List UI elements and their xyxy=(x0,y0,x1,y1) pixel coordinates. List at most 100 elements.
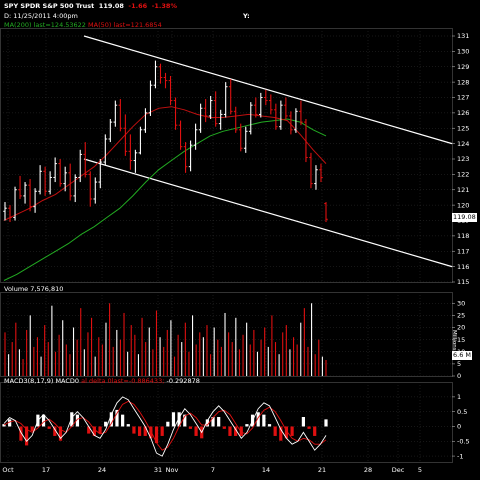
ma50-value: last=121.6854 xyxy=(113,21,162,29)
macd-histogram-bar xyxy=(98,426,102,434)
macd-histogram-bar xyxy=(2,424,6,427)
macd-histogram-bar xyxy=(8,419,12,427)
macd-histogram-bar xyxy=(115,409,119,427)
macd-histogram-bar xyxy=(126,424,130,427)
macd-histogram-bar xyxy=(92,426,96,436)
volume-tick-label: 20 xyxy=(457,324,465,332)
x-axis-label: 5 xyxy=(418,466,422,474)
macd-histogram-bar xyxy=(87,426,91,434)
macd-signal-line xyxy=(3,400,327,451)
ma-fast-line xyxy=(3,106,327,221)
price-tick-label: 122 xyxy=(457,171,469,179)
macd-histogram-bar xyxy=(19,426,23,441)
header-symbol: SPY SPDR S&P 500 Trust xyxy=(4,2,95,10)
macd-histogram-bar xyxy=(324,419,328,427)
macd-histogram-bar xyxy=(109,412,113,427)
macd-histogram-bar xyxy=(205,419,209,427)
header-date: D: 11/25/2011 4:00pm xyxy=(4,12,78,20)
macd-histogram-bar xyxy=(290,426,294,436)
macd-histogram-bar xyxy=(132,426,136,434)
price-tick-label: 123 xyxy=(457,155,469,163)
panel-border xyxy=(0,28,453,283)
price-tick-label: 130 xyxy=(457,48,469,56)
header-change: -1.66 xyxy=(128,2,148,10)
ma50-label: MA(50) xyxy=(88,21,112,29)
volume-title: Volume xyxy=(4,285,29,293)
price-tick-label: 124 xyxy=(457,140,469,148)
macd-histogram-bar xyxy=(228,426,232,436)
x-axis-label: Oct xyxy=(2,466,14,474)
header-title: SPY SPDR S&P 500 Trust 119.08 -1.66 -1.3… xyxy=(4,3,177,10)
macd-histogram-bar xyxy=(154,426,159,444)
macd-tick-label: -0.5 xyxy=(457,437,470,445)
price-tick-label: 118 xyxy=(457,232,469,240)
macd-histogram-bar xyxy=(177,412,181,427)
macd-histogram-bar xyxy=(313,426,317,436)
volume-value: 7,576,810 xyxy=(30,285,64,293)
macd-histogram-bar xyxy=(104,421,108,427)
ma-slow-line xyxy=(3,118,327,281)
macd0-label: MACD0 xyxy=(55,377,80,385)
macd-histogram-bar xyxy=(183,414,187,427)
price-tick-label: 127 xyxy=(457,94,469,102)
price-tick-label: 126 xyxy=(457,109,469,117)
price-tick-label: 121 xyxy=(457,186,469,194)
macd-histogram-bar xyxy=(217,417,221,427)
panel-border xyxy=(0,292,453,377)
macd-histogram-bar xyxy=(211,417,215,427)
x-axis-label: 17 xyxy=(42,466,50,474)
x-axis-label: 14 xyxy=(262,466,270,474)
macd-histogram-bar xyxy=(160,426,164,436)
header-last: 119.08 xyxy=(98,2,124,10)
macd-histogram-bar xyxy=(284,426,289,439)
macd-histogram-bar xyxy=(75,414,80,427)
price-tick-label: 117 xyxy=(457,247,469,255)
macd-histogram-bar xyxy=(239,426,243,436)
price-tick-label: 120 xyxy=(457,201,469,209)
macd-histogram-bar xyxy=(234,426,238,436)
price-tick-label: 116 xyxy=(457,263,469,271)
volume-tick-label: 5 xyxy=(457,360,461,368)
ma-value: last=124.53622 xyxy=(33,21,86,29)
trendline-upper xyxy=(83,35,453,145)
x-axis-label: 31 xyxy=(154,466,162,474)
macd-histogram-bar xyxy=(137,426,142,436)
macd-histogram-bar xyxy=(30,426,34,432)
macd-histogram-bar xyxy=(171,412,176,427)
macd-histogram-bar xyxy=(47,426,51,429)
macd-histogram-bar xyxy=(301,417,306,427)
volume-unit-label: Millions xyxy=(451,330,457,351)
macd-histogram-bar xyxy=(245,424,249,427)
price-tick-label: 129 xyxy=(457,63,469,71)
macd-histogram-bar xyxy=(41,414,46,427)
macd-tick-label: 0.5 xyxy=(457,408,467,416)
volume-tick-label: 15 xyxy=(457,336,465,344)
volume-tick-label: 0 xyxy=(457,372,461,380)
macd-tick-label: 1 xyxy=(457,393,461,401)
macd-delta-label: al delta 0last=-0.886433; xyxy=(81,377,165,385)
volume-tick-label: 30 xyxy=(457,299,465,307)
x-axis-label: 7 xyxy=(211,466,215,474)
x-axis-label: 28 xyxy=(364,466,372,474)
macd-histogram-bar xyxy=(149,426,153,439)
header-marker: Y: xyxy=(243,12,250,20)
macd-histogram-bar xyxy=(53,426,57,436)
macd-histogram-bar xyxy=(279,426,283,441)
x-axis-label: 24 xyxy=(98,466,106,474)
panel-border xyxy=(0,382,453,463)
macd-histogram-bar xyxy=(262,414,266,427)
macd-histogram-bar xyxy=(194,426,198,436)
macd-histogram-bar xyxy=(58,426,63,441)
trendline-lower xyxy=(83,158,453,268)
macd-histogram-bar xyxy=(121,414,125,427)
macd-label: MACD3(8,17,9) MACD0 al delta 0last=-0.88… xyxy=(4,378,200,385)
x-axis-label: 21 xyxy=(318,466,326,474)
macd-histogram-bar xyxy=(307,426,311,429)
header-change-pct: -1.38% xyxy=(151,2,177,10)
macd-histogram-bar xyxy=(256,412,260,427)
x-axis-label: Nov xyxy=(166,466,179,474)
price-last-box: 119.08 xyxy=(452,213,477,222)
macd-title: MACD3(8,17,9) xyxy=(4,377,54,385)
price-tick-label: 115 xyxy=(457,278,469,286)
